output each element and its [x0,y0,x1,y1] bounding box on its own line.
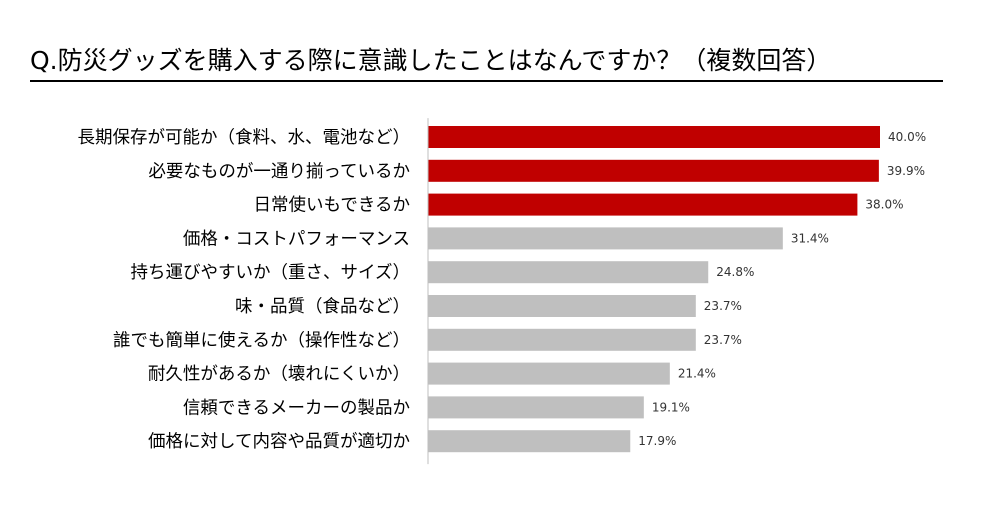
bar [428,193,858,216]
category-label: 信頼できるメーカーの製品か [183,398,410,418]
value-label: 40.0% [888,130,926,144]
value-label: 23.7% [704,333,742,347]
bar [428,261,709,284]
bar [428,396,644,419]
bar [428,159,879,182]
value-label: 17.9% [638,434,676,448]
category-label: 持ち運びやすいか（重さ、サイズ） [131,263,410,283]
title-underline [30,80,943,82]
category-label: 長期保存が可能か（食料、水、電池など） [78,128,411,148]
category-label: 価格・コストパフォーマンス [183,229,410,249]
value-label: 24.8% [716,265,754,279]
category-label: 日常使いもできるか [254,195,410,216]
value-label: 31.4% [791,231,829,245]
value-label: 19.1% [652,400,690,414]
category-label: 必要なものが一通り揃っているか [148,162,410,182]
bar [428,126,880,148]
category-label: 耐久性があるか（壊れにくいか） [148,365,410,385]
category-label: 価格に対して内容や品質が適切か [148,432,410,452]
bars-layer: 長期保存が可能か（食料、水、電池など） 40.0% 必要なものが一通り揃っているか 3… [78,126,926,453]
category-label: 誰でも簡単に使えるか（操作性など） [113,330,410,351]
category-label: 味・品質（食品など） [235,297,410,317]
value-label: 39.9% [887,164,925,178]
value-label: 23.7% [704,299,742,313]
chart-title: Q.防災グッズを購入する際に意識したことはなんですか？（複数回答） [30,46,832,75]
bar [428,227,783,250]
bar [428,328,696,351]
bar [428,362,670,385]
value-label: 38.0% [865,198,903,212]
bar [428,295,696,317]
bar [428,430,631,453]
value-label: 21.4% [678,367,716,381]
